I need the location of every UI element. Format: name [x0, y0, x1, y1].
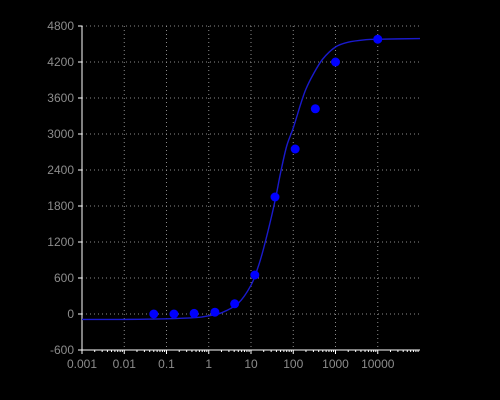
y-tick-label: 4800 — [47, 19, 74, 33]
x-tick-label: 0.1 — [158, 357, 175, 371]
x-tick-label: 0.001 — [67, 357, 97, 371]
y-tick-label: 1800 — [47, 199, 74, 213]
data-point — [210, 307, 220, 317]
x-tick-label: 100 — [283, 357, 303, 371]
data-point — [373, 34, 383, 44]
y-tick-labels: -600 0 600 1200 1800 2400 3000 3600 4200 4800 — [47, 19, 74, 357]
data-point — [189, 308, 199, 318]
data-point — [310, 104, 320, 114]
data-point — [290, 144, 300, 154]
data-point — [331, 57, 340, 67]
x-tick-label: 1000 — [322, 357, 349, 371]
axes — [78, 25, 420, 354]
data-point — [250, 270, 260, 280]
y-tick-label: 3600 — [47, 91, 74, 105]
data-point — [149, 309, 159, 319]
y-tick-label: -600 — [50, 343, 74, 357]
y-tick-label: 4200 — [47, 55, 74, 69]
data-point — [169, 309, 179, 319]
x-tick-labels: 0.001 0.01 0.1 1 10 100 1000 10000 — [67, 357, 395, 371]
data-point — [230, 299, 240, 309]
x-tick-label: 10000 — [361, 357, 395, 371]
x-tick-label: 1 — [205, 357, 212, 371]
fit-curve-line — [82, 37, 420, 321]
y-tick-label: 0 — [67, 307, 74, 321]
y-tick-label: 3000 — [47, 127, 74, 141]
x-tick-label: 10 — [244, 357, 258, 371]
y-tick-label: 600 — [54, 271, 74, 285]
data-point — [270, 192, 280, 202]
grid — [82, 25, 420, 350]
y-tick-label: 2400 — [47, 163, 74, 177]
x-tick-label: 0.01 — [113, 357, 137, 371]
fit-curve — [82, 37, 420, 321]
data-points — [149, 34, 383, 319]
y-tick-label: 1200 — [47, 235, 74, 249]
